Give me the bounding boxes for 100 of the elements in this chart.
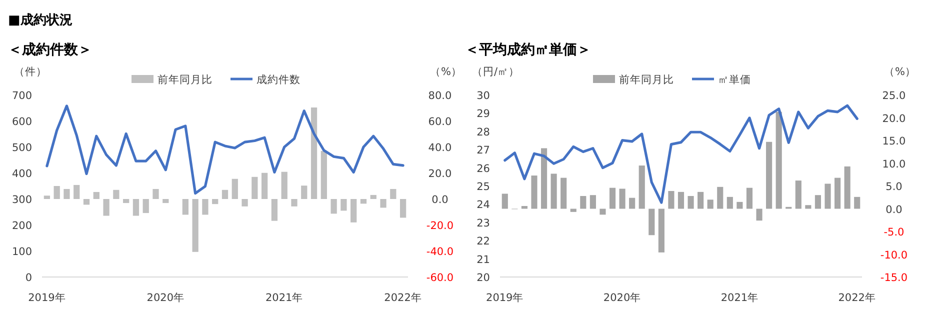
y-tick-label: 200: [12, 220, 32, 232]
bar: [380, 199, 386, 208]
y2-tick-label: -10.0: [880, 249, 908, 262]
bar: [590, 195, 596, 209]
bar: [242, 199, 248, 206]
bar: [212, 199, 218, 204]
bar: [580, 196, 586, 209]
y2-tick-label: 20.0: [882, 112, 906, 125]
bar: [756, 208, 762, 221]
legend-label: 前年同月比: [619, 73, 674, 86]
y2-tick-label: 0.0: [432, 194, 448, 206]
y-axis-title: （円/㎡）: [472, 66, 520, 78]
bar: [182, 199, 188, 215]
bar: [648, 208, 655, 236]
y2-tick-label: 40.0: [428, 142, 452, 154]
bar: [370, 194, 376, 199]
bar: [824, 184, 831, 209]
y-tick-label: 0: [25, 272, 32, 284]
bar: [560, 178, 567, 209]
bar: [54, 186, 60, 199]
y2-tick-label: -60.0: [426, 272, 454, 284]
legend-label: 成約件数: [256, 73, 300, 86]
bar: [310, 107, 318, 199]
bar: [726, 196, 733, 209]
bar: [619, 188, 626, 209]
bar: [202, 199, 208, 215]
bar: [570, 208, 576, 212]
y-axis-title: （件）: [14, 66, 47, 78]
y2-tick-label: 5.0: [886, 181, 902, 193]
bar: [814, 195, 822, 209]
y2-tick-label: -5.0: [884, 226, 904, 238]
legend-label: 前年同月比: [158, 73, 212, 86]
bar: [132, 199, 140, 216]
x-tick-label: 2021年: [720, 292, 759, 304]
chart-title: ＜平均成約㎡単価＞: [465, 42, 591, 58]
x-tick-label: 2019年: [28, 292, 66, 304]
bar: [668, 191, 674, 209]
bar: [521, 206, 528, 209]
bar: [736, 202, 743, 209]
y2-tick-label: 80.0: [428, 90, 452, 102]
x-tick-label: 2019年: [486, 292, 524, 304]
y2-tick-label: 20.0: [428, 168, 452, 180]
y-tick-label: 29: [476, 108, 490, 120]
bar: [330, 199, 337, 214]
x-tick-label: 2021年: [265, 292, 304, 304]
y-tick-label: 400: [12, 168, 32, 180]
bar: [746, 188, 753, 209]
legend-label: ㎡単価: [718, 74, 751, 86]
bar: [502, 194, 508, 209]
y-tick-label: 24: [476, 199, 490, 212]
y2-tick-label: 60.0: [428, 116, 452, 128]
bar: [795, 180, 802, 209]
y2-axis-title: （%）: [884, 66, 916, 78]
bar: [291, 199, 298, 206]
bar: [281, 172, 288, 199]
bar: [123, 199, 130, 204]
x-tick-label: 2022年: [838, 292, 876, 304]
y-tick-label: 28: [476, 126, 490, 138]
y-tick-label: 27: [476, 144, 490, 157]
bar: [805, 205, 812, 209]
y-tick-label: 23: [476, 217, 490, 230]
bar: [776, 112, 782, 209]
line-series: [46, 104, 404, 195]
bar: [550, 174, 557, 209]
bar: [262, 172, 268, 199]
bar: [44, 196, 50, 199]
bar: [142, 199, 149, 214]
bar: [400, 199, 406, 218]
bar: [600, 208, 606, 215]
y-tick-label: 21: [476, 254, 490, 266]
y2-tick-label: -20.0: [426, 220, 454, 232]
bar: [540, 148, 548, 209]
bar: [93, 192, 100, 199]
bar: [64, 188, 70, 199]
text: ■成約状況: [8, 13, 72, 28]
bar: [113, 190, 120, 199]
bar: [152, 188, 159, 199]
bar: [271, 199, 278, 221]
bar: [609, 188, 616, 209]
bar: [222, 190, 228, 199]
y2-axis-title: （%）: [430, 66, 462, 78]
bar: [232, 178, 238, 199]
y2-tick-label: 15.0: [882, 136, 906, 148]
y2-tick-label: -15.0: [880, 272, 908, 284]
bar: [638, 166, 645, 209]
bar: [698, 192, 704, 209]
y-tick-label: 30: [476, 90, 490, 102]
y2-tick-label: 25.0: [882, 90, 906, 102]
y2-tick-label: 10.0: [882, 158, 906, 170]
bar: [252, 176, 258, 199]
y-tick-label: 25: [476, 181, 490, 193]
bar: [340, 199, 347, 211]
y-tick-label: 100: [12, 246, 32, 258]
bar: [320, 150, 327, 199]
y2-tick-label: -40.0: [426, 246, 454, 258]
bar: [350, 199, 357, 222]
bar: [162, 199, 169, 204]
x-tick-label: 2020年: [603, 292, 642, 304]
y-tick-label: 300: [12, 194, 32, 206]
bar: [629, 198, 636, 209]
